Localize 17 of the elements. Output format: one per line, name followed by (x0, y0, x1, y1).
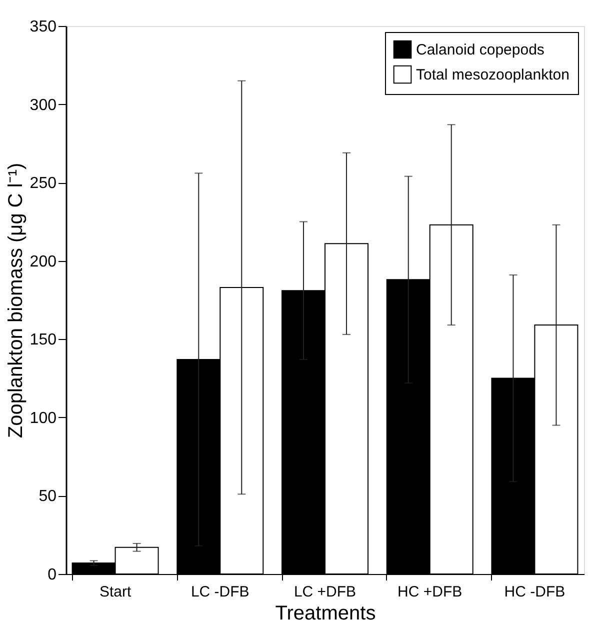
y-tick-label: 50 (38, 488, 57, 506)
legend-label: Calanoid copepods (416, 42, 544, 58)
x-tick-label: Start (99, 584, 132, 600)
y-tick-label: 0 (48, 566, 57, 584)
y-tick-label: 250 (30, 175, 57, 192)
x-tick-label: HC +DFB (398, 584, 462, 600)
y-tick-label: 100 (30, 410, 57, 427)
y-tick-label: 300 (30, 96, 57, 114)
x-axis-title: Treatments (275, 602, 376, 624)
y-tick-label: 350 (30, 18, 57, 36)
y-axis-title: Zooplankton biomass (μg C l⁻¹) (4, 162, 27, 438)
y-tick-label: 150 (30, 332, 57, 349)
legend-label: Total mesozooplankton (416, 66, 570, 84)
x-tick-label: HC -DFB (504, 584, 566, 600)
y-tick-label: 200 (30, 253, 57, 270)
x-tick-label: LC -DFB (190, 584, 250, 600)
x-tick-label: LC +DFB (294, 584, 356, 600)
